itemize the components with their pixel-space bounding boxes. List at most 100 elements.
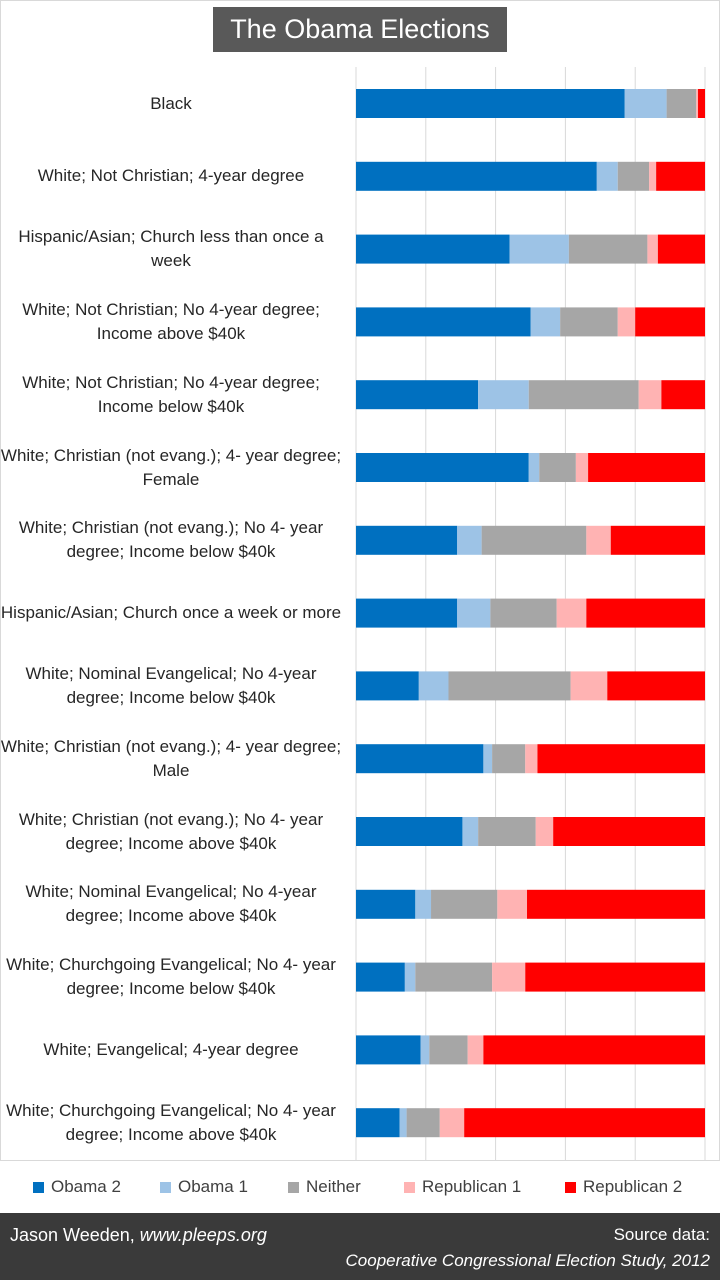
bar-segment-obama-2 — [356, 1035, 421, 1065]
bar-segment-obama-2 — [356, 453, 529, 482]
bar-segment-neither — [490, 598, 557, 628]
category-label: Hispanic/Asian; Church less than once a … — [18, 227, 324, 271]
bar-segment-republican-1 — [570, 671, 608, 701]
bar-segment-obama-2 — [356, 307, 531, 337]
bar-segment-obama-2 — [356, 598, 458, 628]
bar-segment-republican-2 — [525, 962, 705, 992]
bar-segment-obama-1 — [530, 307, 561, 337]
bar-segment-republican-1 — [647, 234, 658, 264]
bar-segment-obama-2 — [356, 525, 458, 555]
category-label: White; Evangelical; 4-year degree — [43, 1039, 299, 1059]
legend: Obama 2 Obama 1 Neither Republican 1 Rep… — [0, 1160, 720, 1214]
bar-segment-republican-1 — [696, 89, 699, 118]
legend-item-republican-2: Republican 2 — [565, 1176, 682, 1198]
legend-item-obama-2: Obama 2 — [33, 1176, 121, 1198]
bar-segment-neither — [429, 1035, 468, 1065]
bar-segment-republican-1 — [492, 962, 526, 992]
legend-item-neither: Neither — [288, 1176, 361, 1198]
legend-label: Obama 1 — [178, 1177, 248, 1196]
bar-segment-neither — [528, 380, 639, 410]
bar-segment-republican-2 — [657, 234, 705, 264]
plot-area — [355, 67, 706, 1160]
author-name: Jason Weeden, — [10, 1225, 140, 1245]
bar-segment-obama-1 — [415, 889, 432, 919]
footer-author: Jason Weeden, www.pleeps.org — [10, 1225, 267, 1246]
legend-swatch — [565, 1181, 576, 1193]
bar-segment-neither — [406, 1108, 440, 1138]
legend-label: Obama 2 — [51, 1177, 121, 1196]
bar-segment-republican-1 — [586, 525, 611, 555]
category-label: White; Not Christian; No 4-year degree; … — [22, 299, 320, 343]
bar-segment-obama-1 — [528, 453, 540, 482]
bar-segment-neither — [415, 962, 493, 992]
bar-segment-republican-2 — [464, 1108, 705, 1138]
bar-segment-neither — [666, 89, 697, 118]
bar-segment-republican-2 — [607, 671, 705, 701]
bar-segment-obama-1 — [478, 380, 529, 410]
bar-segment-neither — [617, 161, 650, 191]
bar-segment-neither — [431, 889, 498, 919]
bars — [356, 89, 706, 1138]
bar-segment-obama-1 — [462, 817, 479, 846]
category-label: White; Christian (not evang.); 4- year d… — [0, 445, 342, 489]
bar-segment-republican-2 — [698, 89, 705, 118]
category-label: White; Not Christian; 4-year degree — [37, 166, 305, 186]
bar-segment-neither — [481, 525, 587, 555]
legend-label: Republican 2 — [583, 1177, 683, 1196]
bar-segment-obama-2 — [356, 380, 479, 410]
bar-segment-republican-1 — [617, 307, 636, 337]
bar-segment-obama-2 — [356, 962, 405, 992]
category-label: White; Churchgoing Evangelical; No 4- ye… — [6, 955, 336, 999]
bar-segment-republican-2 — [553, 817, 705, 846]
bar-segment-obama-1 — [596, 161, 618, 191]
bar-segment-neither — [448, 671, 571, 701]
bar-segment-obama-1 — [404, 962, 416, 992]
bar-segment-obama-1 — [457, 598, 491, 628]
source-name: Cooperative Congressional Election Study… — [345, 1251, 710, 1270]
bar-segment-republican-2 — [661, 380, 706, 410]
bar-segment-obama-2 — [356, 744, 484, 774]
bar-segment-obama-2 — [356, 817, 463, 846]
category-label: White; Churchgoing Evangelical; No 4- ye… — [6, 1100, 336, 1144]
bar-segment-republican-1 — [649, 161, 657, 191]
bar-segment-neither — [560, 307, 618, 337]
category-label: Hispanic/Asian; Church once a week or mo… — [0, 603, 342, 623]
bar-segment-obama-1 — [483, 744, 493, 774]
bar-segment-republican-2 — [635, 307, 705, 337]
bar-segment-obama-1 — [509, 234, 569, 264]
bar-segment-republican-2 — [527, 889, 705, 919]
bar-segment-republican-1 — [497, 889, 528, 919]
legend-label: Neither — [306, 1177, 361, 1196]
legend-swatch — [160, 1181, 171, 1193]
legend-label: Republican 1 — [422, 1177, 522, 1196]
legend-swatch — [33, 1181, 44, 1193]
bar-segment-republican-2 — [586, 598, 705, 628]
footer: Jason Weeden, www.pleeps.org Source data… — [0, 1213, 720, 1280]
bar-segment-republican-1 — [575, 453, 589, 482]
legend-item-obama-1: Obama 1 — [160, 1176, 248, 1198]
bar-segment-obama-2 — [356, 234, 510, 264]
category-label: White; Christian (not evang.); No 4- yea… — [18, 809, 324, 853]
author-site: www.pleeps.org — [139, 1225, 267, 1245]
bar-segment-obama-1 — [399, 1108, 407, 1138]
bar-segment-obama-1 — [418, 671, 449, 701]
bar-segment-obama-1 — [457, 525, 482, 555]
bar-segment-neither — [492, 744, 526, 774]
bar-segment-republican-2 — [537, 744, 705, 774]
bar-segment-neither — [478, 817, 536, 846]
bar-segment-republican-2 — [483, 1035, 705, 1065]
bar-segment-republican-2 — [588, 453, 705, 482]
bar-segment-neither — [568, 234, 648, 264]
bar-segment-obama-2 — [356, 161, 597, 191]
legend-swatch — [404, 1181, 415, 1193]
bar-segment-republican-1 — [467, 1035, 484, 1065]
chart-title: The Obama Elections — [213, 7, 507, 52]
category-label: White; Not Christian; No 4-year degree; … — [22, 372, 320, 416]
bar-segment-republican-1 — [525, 744, 538, 774]
bar-segment-obama-2 — [356, 1108, 400, 1138]
bar-segment-obama-2 — [356, 889, 416, 919]
category-label: White; Christian (not evang.); No 4- yea… — [18, 518, 324, 562]
bar-segment-republican-1 — [535, 817, 554, 846]
bar-segment-republican-2 — [656, 161, 705, 191]
bar-segment-obama-1 — [420, 1035, 430, 1065]
